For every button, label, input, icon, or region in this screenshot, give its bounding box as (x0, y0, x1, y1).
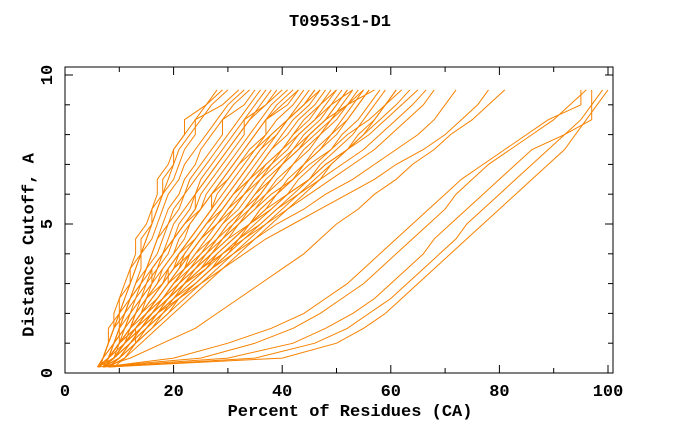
y-tick-label: 0 (39, 368, 58, 378)
curve-model-05 (102, 89, 245, 368)
curve-model-45 (113, 89, 299, 368)
chart-title: T0953s1-D1 (288, 13, 392, 32)
curve-model-08 (97, 89, 261, 368)
x-tick-label: 40 (272, 383, 292, 402)
y-tick-label: 5 (39, 219, 58, 229)
x-tick-label: 60 (381, 383, 401, 402)
curve-model-16 (97, 89, 305, 368)
curve-model-54 (108, 89, 364, 368)
curve-model-18 (97, 89, 316, 368)
curve-model-02 (99, 89, 223, 368)
curve-model-34 (97, 89, 419, 368)
curve-model-49 (108, 89, 397, 368)
curve-model-43 (108, 89, 604, 368)
curve-model-44 (108, 89, 609, 368)
curve-model-30 (97, 89, 386, 368)
x-tick-label: 100 (593, 383, 624, 402)
curve-model-35 (102, 89, 427, 368)
curve-model-36 (97, 89, 435, 368)
x-tick-label: 20 (163, 383, 183, 402)
curve-model-04 (97, 89, 240, 368)
curve-model-51 (97, 89, 321, 368)
curve-model-47 (108, 89, 348, 368)
curve-model-42 (102, 89, 593, 368)
curve-model-29 (102, 89, 381, 368)
x-tick-label: 80 (489, 383, 509, 402)
plot-frame (64, 66, 614, 374)
y-tick-label: 10 (39, 65, 58, 85)
x-tick-label: 0 (60, 383, 70, 402)
curve-model-38 (97, 89, 489, 368)
x-axis-label: Percent of Residues (CA) (227, 403, 473, 422)
curve-model-39 (102, 89, 506, 368)
curve-model-48 (108, 89, 370, 368)
curve-model-53 (97, 89, 375, 368)
curve-model-40 (102, 89, 582, 368)
curve-model-41 (97, 89, 587, 368)
curve-model-52 (102, 89, 354, 368)
